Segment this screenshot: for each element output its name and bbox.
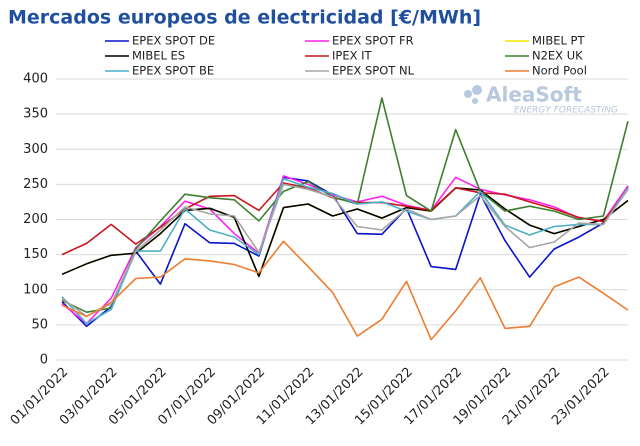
y-tick-label: 50 xyxy=(31,317,48,332)
legend-label: MIBEL ES xyxy=(132,49,185,63)
legend-label: Nord Pool xyxy=(532,64,587,78)
watermark: AleaSoft ENERGY FORECASTING xyxy=(464,83,618,116)
logo-dot xyxy=(472,85,482,95)
watermark-brand: AleaSoft xyxy=(486,83,582,107)
y-tick-label: 350 xyxy=(23,107,48,122)
legend-label: EPEX SPOT DE xyxy=(132,34,215,48)
series-line xyxy=(61,183,629,318)
plot: 05010015020025030035040001/01/202203/01/… xyxy=(8,72,629,428)
series-line xyxy=(61,176,629,328)
series-line xyxy=(61,178,629,325)
legend-label: MIBEL PT xyxy=(532,34,585,48)
y-tick-label: 0 xyxy=(40,353,48,368)
legend-label: EPEX SPOT FR xyxy=(332,34,414,48)
legend-label: IPEX IT xyxy=(332,49,373,63)
y-tick-label: 150 xyxy=(23,247,48,262)
legend-label: EPEX SPOT BE xyxy=(132,64,214,78)
y-tick-label: 200 xyxy=(23,212,48,227)
logo-dot xyxy=(472,98,478,104)
y-tick-label: 400 xyxy=(23,72,48,87)
logo-dot xyxy=(464,90,472,98)
series-line xyxy=(61,97,629,313)
legend-label: EPEX SPOT NL xyxy=(332,64,415,78)
legend-label: N2EX UK xyxy=(532,49,583,63)
series-line xyxy=(61,240,629,341)
watermark-tagline: ENERGY FORECASTING xyxy=(514,106,618,116)
chart-title: Mercados europeos de electricidad [€/MWh… xyxy=(8,7,481,29)
y-tick-label: 250 xyxy=(23,177,48,192)
legend: EPEX SPOT DE EPEX SPOT FR MIBEL PT MIBEL ES… xyxy=(105,34,587,78)
y-tick-label: 300 xyxy=(23,142,48,157)
y-tick-label: 100 xyxy=(23,282,48,297)
